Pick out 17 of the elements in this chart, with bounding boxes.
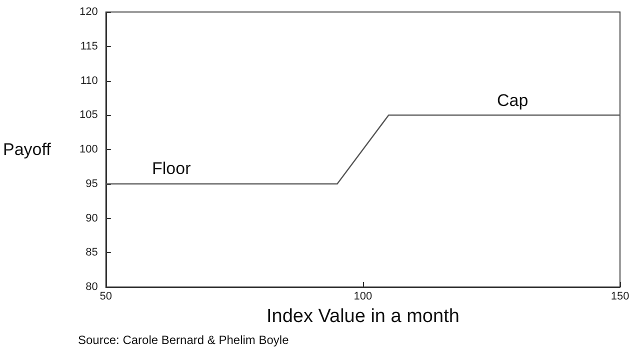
y-tick-label: 100 <box>80 144 98 156</box>
x-tick-label: 150 <box>610 290 630 302</box>
y-axis-title: Payoff <box>2 140 52 159</box>
y-tick-label: 80 <box>86 281 98 293</box>
y-tick-label: 90 <box>86 212 98 224</box>
y-tick-label: 120 <box>80 6 98 18</box>
x-axis-title: Index Value in a month <box>266 306 460 327</box>
y-tick-label: 85 <box>86 246 98 259</box>
annotation: Floor <box>152 159 192 178</box>
y-tick-label: 105 <box>80 109 98 122</box>
x-tick-label: 50 <box>100 290 112 302</box>
annotation: Cap <box>497 91 528 110</box>
y-tick-label: 115 <box>80 40 98 52</box>
x-tick-label: 100 <box>354 290 372 302</box>
y-tick-label: 95 <box>86 178 98 190</box>
y-tick-label: 110 <box>80 74 98 87</box>
source-note: Source: Carole Bernard & Phelim Boyle <box>78 333 290 347</box>
